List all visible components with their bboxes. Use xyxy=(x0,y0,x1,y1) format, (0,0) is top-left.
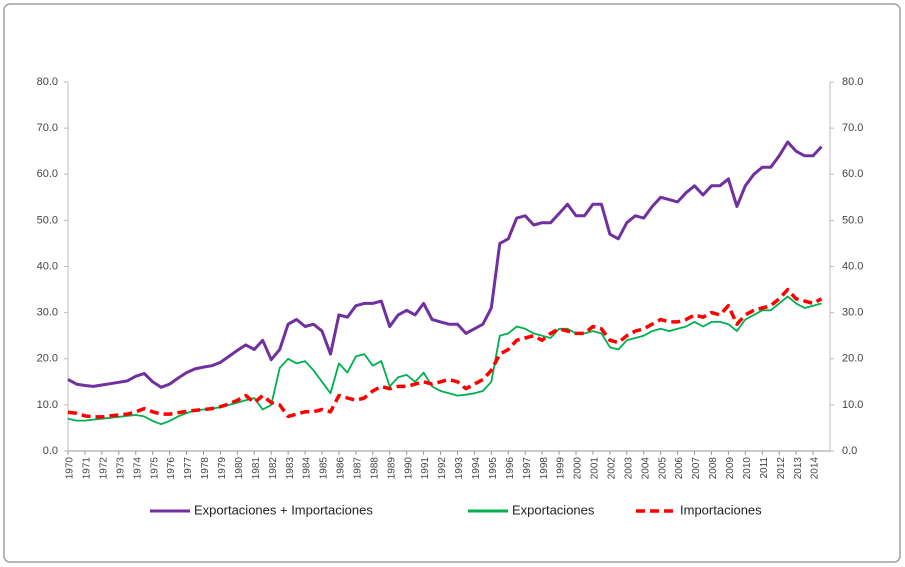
y-tick-label: 60.0 xyxy=(37,168,58,180)
y2-tick-label: 20.0 xyxy=(842,353,863,365)
x-tick-label: 1982 xyxy=(268,457,279,480)
y-tick-label: 0.0 xyxy=(43,445,58,457)
x-tick-label: 2001 xyxy=(590,457,601,480)
x-tick-label: 1984 xyxy=(302,457,313,480)
x-tick-label: 1971 xyxy=(82,457,93,480)
x-tick-label: 2003 xyxy=(623,457,634,480)
x-tick-label: 1986 xyxy=(336,457,347,480)
x-tick-label: 1973 xyxy=(115,457,126,480)
x-tick-label: 1987 xyxy=(353,457,364,480)
series-line xyxy=(67,287,823,419)
series-line xyxy=(67,140,823,389)
legend-label: Exportaciones + Importaciones xyxy=(194,502,373,517)
y2-tick-label: 80.0 xyxy=(842,76,863,88)
x-tick-label: 2006 xyxy=(674,457,685,480)
x-tick-label: 1991 xyxy=(420,457,431,480)
x-tick-label: 1972 xyxy=(99,457,110,480)
y2-tick-label: 60.0 xyxy=(842,168,863,180)
y2-tick-label: 30.0 xyxy=(842,307,863,319)
x-tick-label: 1989 xyxy=(386,457,397,480)
x-tick-label: 2013 xyxy=(793,457,804,480)
x-tick-label: 1999 xyxy=(556,457,567,480)
x-tick-label: 1992 xyxy=(437,457,448,480)
x-tick-label: 1980 xyxy=(234,457,245,480)
x-tick-label: 1990 xyxy=(403,457,414,480)
x-tick-label: 1998 xyxy=(539,457,550,480)
y2-tick-label: 70.0 xyxy=(842,122,863,134)
x-tick-label: 2014 xyxy=(810,457,821,480)
y-tick-label: 80.0 xyxy=(37,76,58,88)
x-tick-label: 1994 xyxy=(471,457,482,480)
y-tick-label: 50.0 xyxy=(37,214,58,226)
x-tick-label: 1997 xyxy=(522,457,533,480)
y-tick-label: 70.0 xyxy=(37,122,58,134)
x-tick-label: 2004 xyxy=(640,457,651,480)
x-tick-label: 1970 xyxy=(65,457,76,480)
y2-tick-label: 10.0 xyxy=(842,399,863,411)
x-tick-label: 1985 xyxy=(319,457,330,480)
x-tick-label: 2000 xyxy=(573,457,584,480)
x-tick-label: 2007 xyxy=(691,457,702,480)
y2-tick-label: 50.0 xyxy=(842,214,863,226)
x-tick-label: 1993 xyxy=(454,457,465,480)
x-tick-label: 2008 xyxy=(708,457,719,480)
x-tick-label: 2010 xyxy=(742,457,753,480)
x-tick-label: 1983 xyxy=(285,457,296,480)
x-tick-label: 1988 xyxy=(369,457,380,480)
x-tick-label: 2012 xyxy=(776,457,787,480)
legend-label: Importaciones xyxy=(680,502,762,517)
y-tick-label: 20.0 xyxy=(37,353,58,365)
x-tick-label: 2005 xyxy=(657,457,668,480)
y-tick-label: 30.0 xyxy=(37,307,58,319)
x-tick-label: 1979 xyxy=(217,457,228,480)
x-tick-label: 1976 xyxy=(166,457,177,480)
x-tick-label: 1996 xyxy=(505,457,516,480)
legend-label: Exportaciones xyxy=(512,502,595,517)
y2-tick-label: 0.0 xyxy=(842,445,857,457)
y2-tick-label: 40.0 xyxy=(842,260,863,272)
x-tick-label: 2011 xyxy=(759,457,770,479)
x-tick-label: 1974 xyxy=(132,457,143,480)
x-tick-label: 1981 xyxy=(251,457,262,480)
y-tick-label: 10.0 xyxy=(37,399,58,411)
x-tick-label: 1995 xyxy=(488,457,499,480)
x-tick-label: 1975 xyxy=(149,457,160,480)
y-tick-label: 40.0 xyxy=(37,260,58,272)
x-tick-label: 2009 xyxy=(725,457,736,480)
x-tick-label: 1977 xyxy=(183,457,194,480)
x-tick-label: 1978 xyxy=(200,457,211,480)
chart-frame xyxy=(3,3,901,563)
x-tick-label: 2002 xyxy=(607,457,618,480)
